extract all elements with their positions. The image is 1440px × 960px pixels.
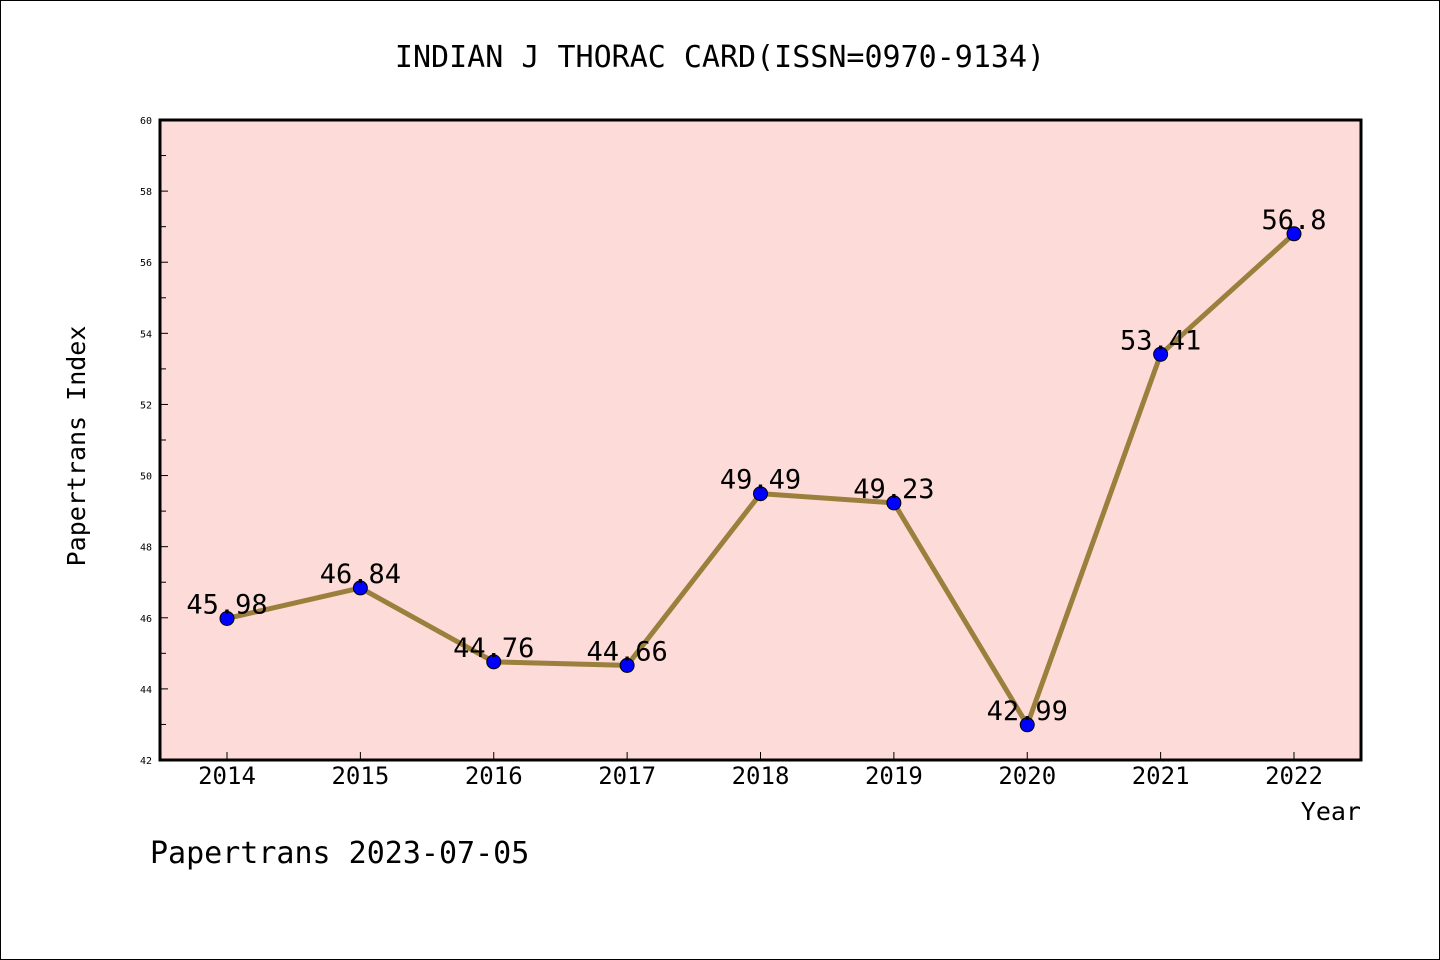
data-point	[352, 580, 368, 596]
y-tick-label: 56	[140, 258, 152, 269]
data-point	[753, 486, 768, 502]
y-tick-label: 52	[140, 400, 152, 411]
x-tick-label: 2017	[598, 762, 656, 790]
y-tick-label: 46	[140, 614, 152, 625]
x-tick-label: 2022	[1265, 762, 1323, 790]
y-tick-label: 44	[140, 685, 152, 696]
chart-title: INDIAN J THORAC CARD(ISSN=0970-9134)	[395, 40, 1045, 75]
data-label: 42.99	[987, 696, 1068, 727]
y-tick-label: 58	[140, 187, 152, 198]
data-point	[1019, 717, 1035, 733]
data-point	[886, 495, 902, 511]
x-axis-label: Year	[1301, 797, 1361, 826]
plot-area	[158, 118, 1363, 762]
data-point	[1153, 346, 1169, 362]
data-point	[219, 610, 235, 626]
data-point	[486, 654, 502, 670]
data-label: 53.41	[1120, 325, 1201, 356]
markers-layer	[219, 226, 1302, 733]
data-label: 49.23	[853, 474, 934, 505]
footer-text: Papertrans 2023-07-05	[150, 836, 529, 871]
data-label: 44.76	[453, 633, 534, 664]
x-tick-label: 2019	[865, 762, 923, 790]
data-label: 49.49	[720, 465, 801, 496]
y-axis-label: Papertrans Index	[62, 326, 91, 567]
x-tick-label: 2018	[732, 762, 790, 790]
y-tick-label: 48	[140, 543, 152, 554]
x-axis-ticks: 2014 2015 2016 2017 2018 2019 2020 2021 2022	[198, 752, 1323, 790]
data-label: 56.8	[1261, 205, 1326, 236]
x-tick-label: 2014	[198, 762, 256, 790]
data-point	[1286, 226, 1302, 242]
x-tick-label: 2015	[331, 762, 389, 790]
y-tick-label: 60	[140, 116, 152, 127]
y-tick-label: 54	[140, 329, 152, 340]
x-tick-label: 2020	[998, 762, 1056, 790]
x-tick-label: 2016	[465, 762, 523, 790]
y-tick-label: 42	[140, 756, 152, 767]
y-axis-ticks: 42 44 46 48 50 52 54 56 58 60	[140, 116, 168, 767]
data-point	[619, 657, 635, 673]
data-labels-layer: 45.98 46.84 44.76 44.66 49.49 49.23 42.99 53.41…	[186, 205, 1326, 727]
y-tick-label: 50	[140, 472, 152, 483]
x-tick-label: 2021	[1132, 762, 1190, 790]
data-label: 45.98	[186, 589, 267, 620]
data-label: 46.84	[320, 559, 401, 590]
data-label: 44.66	[586, 636, 667, 667]
